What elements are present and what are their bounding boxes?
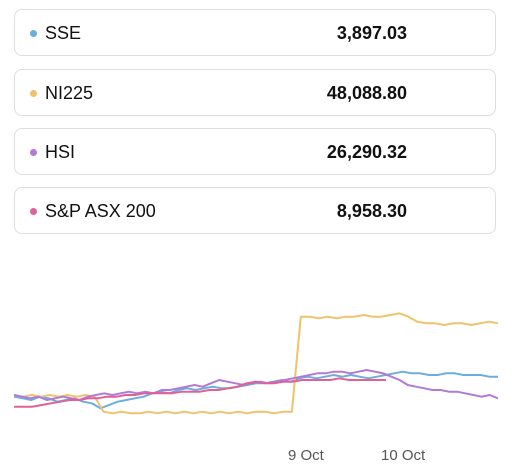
series-dot-sse	[30, 30, 37, 37]
index-value: 48,088.80	[326, 83, 407, 103]
index-line-chart	[13, 312, 499, 415]
index-card-sse[interactable]: SSE 3,897.03	[14, 9, 496, 56]
index-name: NI225	[45, 83, 94, 103]
index-card-asx200[interactable]: S&P ASX 200 8,958.30	[14, 187, 496, 234]
index-name: S&P ASX 200	[45, 201, 156, 221]
series-line-s-p-asx-200	[14, 377, 386, 408]
index-value: 8,958.30	[336, 201, 407, 221]
index-value: 26,290.32	[326, 142, 407, 162]
x-tick-label-9oct: 9 Oct	[288, 447, 324, 464]
index-card-hsi[interactable]: HSI 26,290.32	[14, 128, 496, 175]
index-value: 3,897.03	[336, 23, 407, 43]
x-tick-label-10oct: 10 Oct	[381, 447, 426, 464]
series-line-sse	[13, 370, 498, 410]
index-name: SSE	[45, 23, 82, 43]
series-line-ni225	[13, 312, 499, 415]
series-dot-asx200	[30, 208, 37, 215]
index-card-ni225[interactable]: NI225 48,088.80	[14, 69, 496, 116]
index-name: HSI	[45, 142, 76, 162]
series-dot-ni225	[30, 90, 37, 97]
series-dot-hsi	[30, 149, 37, 156]
